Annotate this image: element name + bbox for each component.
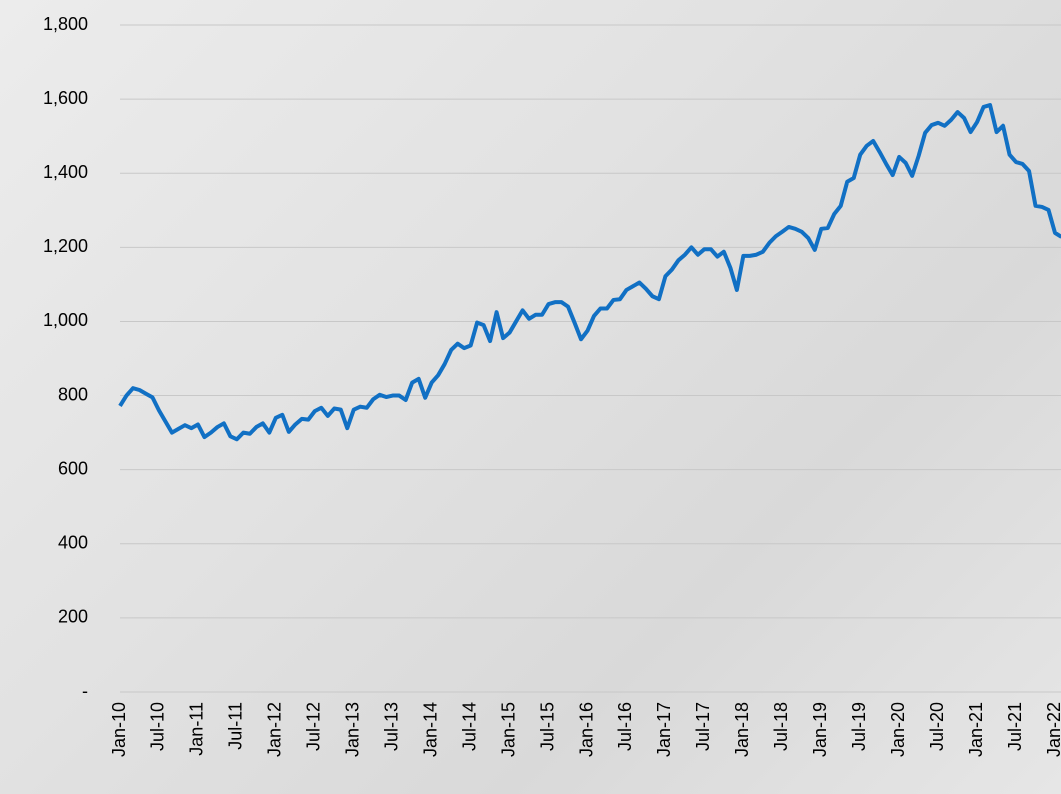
x-tick-label: Jan-10 <box>109 702 129 757</box>
x-tick-label: Jul-17 <box>693 702 713 751</box>
x-tick-label: Jul-13 <box>381 702 401 751</box>
x-tick-label: Jul-18 <box>771 702 791 751</box>
x-tick-label: Jan-18 <box>732 702 752 757</box>
x-tick-label: Jan-21 <box>966 702 986 757</box>
x-tick-label: Jan-11 <box>187 702 207 756</box>
x-tick-label: Jan-20 <box>888 702 908 757</box>
x-tick-label: Jul-16 <box>615 702 635 751</box>
x-tick-label: Jul-11 <box>226 702 246 750</box>
x-tick-label: Jul-19 <box>849 702 869 751</box>
x-tick-label: Jul-14 <box>459 702 479 751</box>
x-tick-label: Jan-12 <box>265 702 285 757</box>
y-tick-label: 1,000 <box>43 310 88 330</box>
x-tick-label: Jan-14 <box>420 702 440 757</box>
y-tick-label: 200 <box>58 607 88 627</box>
y-tick-label: 1,400 <box>43 162 88 182</box>
x-tick-label: Jul-20 <box>927 702 947 751</box>
x-tick-label: Jul-21 <box>1005 702 1025 751</box>
x-tick-label: Jul-12 <box>304 702 324 751</box>
y-tick-label: 400 <box>58 533 88 553</box>
x-tick-label: Jul-15 <box>537 702 557 751</box>
x-tick-label: Jan-15 <box>498 702 518 757</box>
y-tick-label: - <box>82 681 88 701</box>
y-tick-label: 800 <box>58 384 88 404</box>
y-tick-label: 1,600 <box>43 88 88 108</box>
x-tick-label: Jan-22 <box>1044 702 1061 757</box>
x-tick-label: Jul-10 <box>148 702 168 751</box>
data-line <box>118 103 1061 442</box>
y-tick-label: 600 <box>58 458 88 478</box>
x-tick-label: Jan-17 <box>654 702 674 757</box>
y-tick-label: 1,800 <box>43 14 88 34</box>
x-tick-label: Jan-13 <box>343 702 363 757</box>
y-tick-label: 1,200 <box>43 236 88 256</box>
x-tick-label: Jan-19 <box>810 702 830 757</box>
x-tick-label: Jan-16 <box>576 702 596 757</box>
